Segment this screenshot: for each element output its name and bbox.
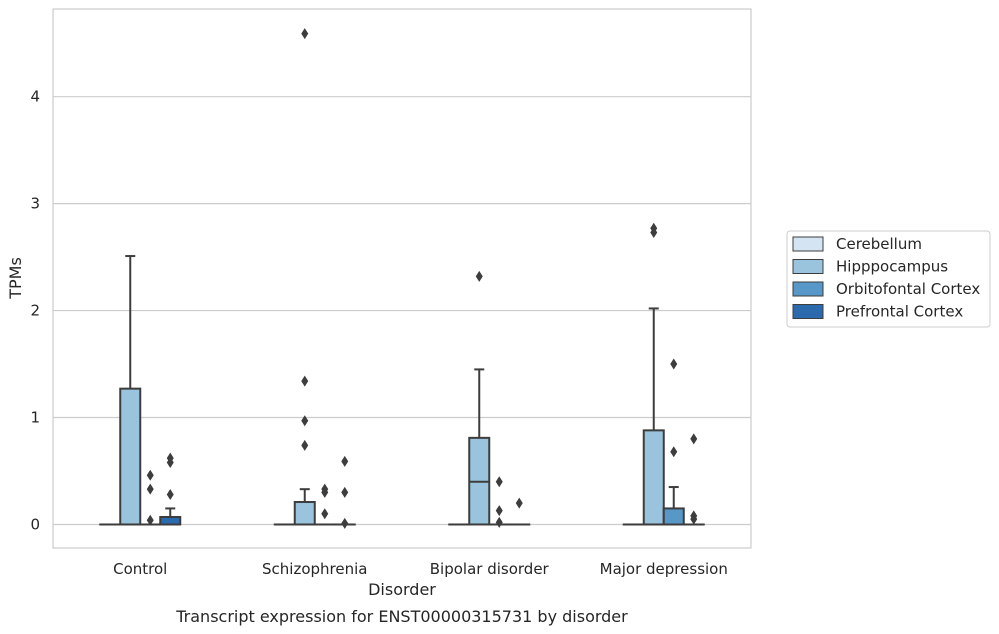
outlier-point bbox=[495, 476, 503, 488]
legend-swatch bbox=[792, 236, 824, 252]
box bbox=[119, 387, 142, 526]
x-axis-title: Disorder bbox=[368, 580, 436, 599]
x-tick-label: Control bbox=[113, 560, 167, 578]
outlier-point bbox=[301, 375, 309, 387]
legend-swatch bbox=[792, 281, 824, 297]
legend-label: Cerebellum bbox=[836, 235, 922, 253]
outlier-point bbox=[146, 514, 154, 526]
legend: Cerebellum Hipppocampus Orbitofontal Corte… bbox=[786, 230, 991, 328]
outlier-point bbox=[650, 222, 658, 234]
legend-label: Prefrontal Cortex bbox=[836, 303, 963, 321]
outlier-point bbox=[166, 489, 174, 501]
box bbox=[159, 515, 182, 526]
x-tick-labels: Control Schizophrenia Bipolar disorder Majo… bbox=[113, 560, 728, 578]
y-tick-label: 0 bbox=[30, 515, 40, 533]
y-axis-title: TPMs bbox=[6, 257, 25, 300]
x-tick-label: Major depression bbox=[600, 560, 728, 578]
outlier-point bbox=[690, 510, 698, 522]
outlier-point bbox=[166, 452, 174, 464]
outlier-point bbox=[475, 270, 483, 282]
legend-label: Orbitofontal Cortex bbox=[836, 280, 980, 298]
chart-caption: Transcript expression for ENST0000031573… bbox=[175, 607, 628, 626]
outlier-point bbox=[495, 516, 503, 528]
y-tick-label: 4 bbox=[30, 88, 40, 106]
outlier-point bbox=[301, 28, 309, 40]
outlier-point bbox=[515, 497, 523, 509]
box bbox=[293, 501, 316, 526]
outlier-point bbox=[146, 469, 154, 481]
outlier-point bbox=[321, 508, 329, 520]
outlier-point bbox=[670, 446, 678, 458]
y-tick-label: 3 bbox=[30, 195, 40, 213]
x-tick-label: Bipolar disorder bbox=[430, 560, 550, 578]
legend-swatch bbox=[792, 259, 824, 274]
outlier-point bbox=[495, 505, 503, 517]
outlier-point bbox=[301, 439, 309, 451]
outlier-point bbox=[690, 433, 698, 445]
legend-label: Hipppocampus bbox=[836, 258, 948, 276]
legend-swatch bbox=[792, 304, 824, 319]
box bbox=[662, 507, 685, 526]
outlier-point bbox=[341, 455, 349, 467]
outlier-point bbox=[341, 486, 349, 498]
y-tick-label: 1 bbox=[30, 409, 40, 427]
legend-frame bbox=[786, 230, 991, 328]
outlier-point bbox=[670, 358, 678, 370]
outlier-point bbox=[301, 415, 309, 427]
outlier-point bbox=[321, 483, 329, 495]
outlier-point bbox=[146, 483, 154, 495]
y-tick-label: 2 bbox=[30, 302, 40, 320]
x-tick-label: Schizophrenia bbox=[262, 560, 367, 578]
y-tick-labels: 0 1 2 3 4 bbox=[30, 88, 40, 534]
box bbox=[642, 429, 665, 526]
box-series bbox=[99, 28, 705, 529]
outlier-point bbox=[341, 517, 349, 529]
